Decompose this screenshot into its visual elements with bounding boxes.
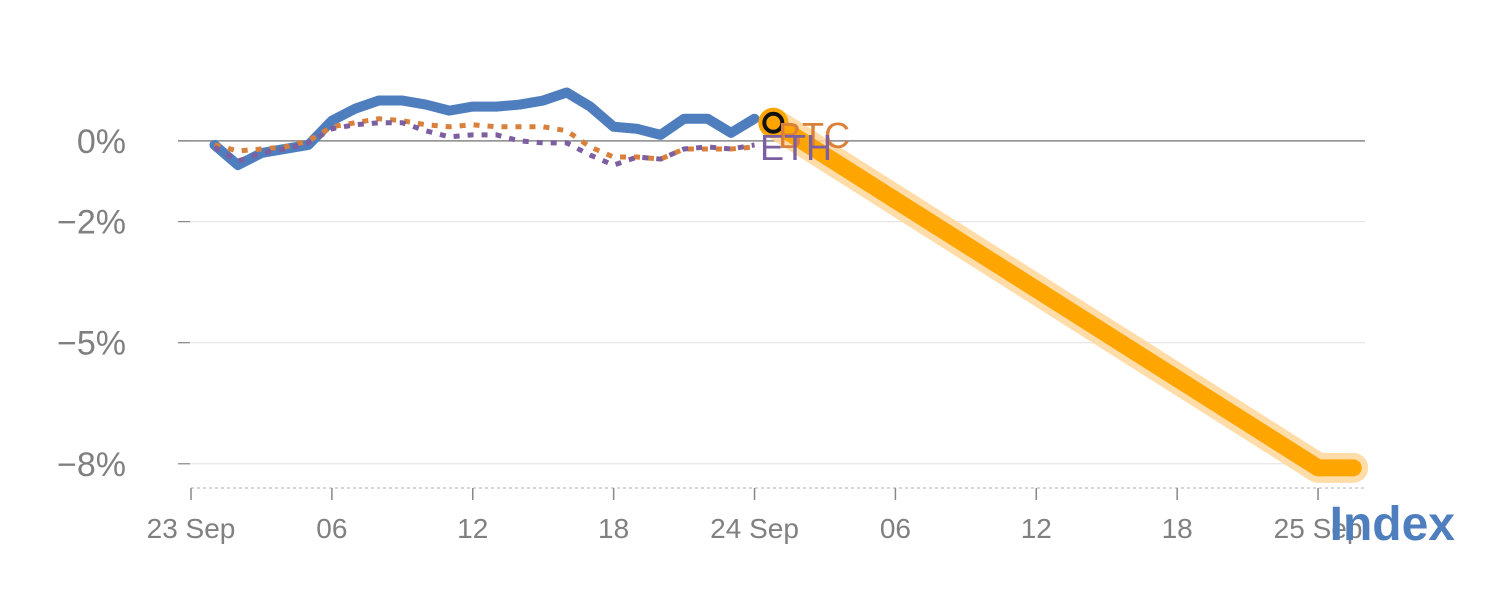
grid [178,140,1365,465]
x-tick-label: 23 Sep [147,513,236,544]
y-axis: 0% −2% −5% −8% [57,123,190,484]
y-tick-label: −2% [57,204,126,242]
x-tick-label: 12 [457,513,488,544]
series-lines [209,87,1369,483]
label-eth: ETH [760,127,832,168]
series-line-btc [213,116,755,162]
y-tick-label: −5% [57,325,126,363]
x-tick-label: 06 [316,513,347,544]
y-tick-label: −8% [57,446,126,484]
y-tick-label: 0% [77,123,126,161]
x-tick-label: 06 [880,513,911,544]
x-tick-label: 24 Sep [710,513,799,544]
projection-line [764,114,1362,477]
x-tick-label: 18 [1162,513,1193,544]
series-line-eth [213,120,755,168]
label-index: Index [1330,498,1456,551]
label-btc: BTC [778,115,850,156]
current-marker-ring [762,111,785,134]
x-axis: 23 Sep 06 12 18 24 Sep 06 12 18 25 Sep [147,487,1365,544]
series-line-index [209,87,760,171]
x-tick-label: 25 Sep [1274,513,1363,544]
x-tick-label: 12 [1021,513,1052,544]
x-tick-label: 18 [598,513,629,544]
